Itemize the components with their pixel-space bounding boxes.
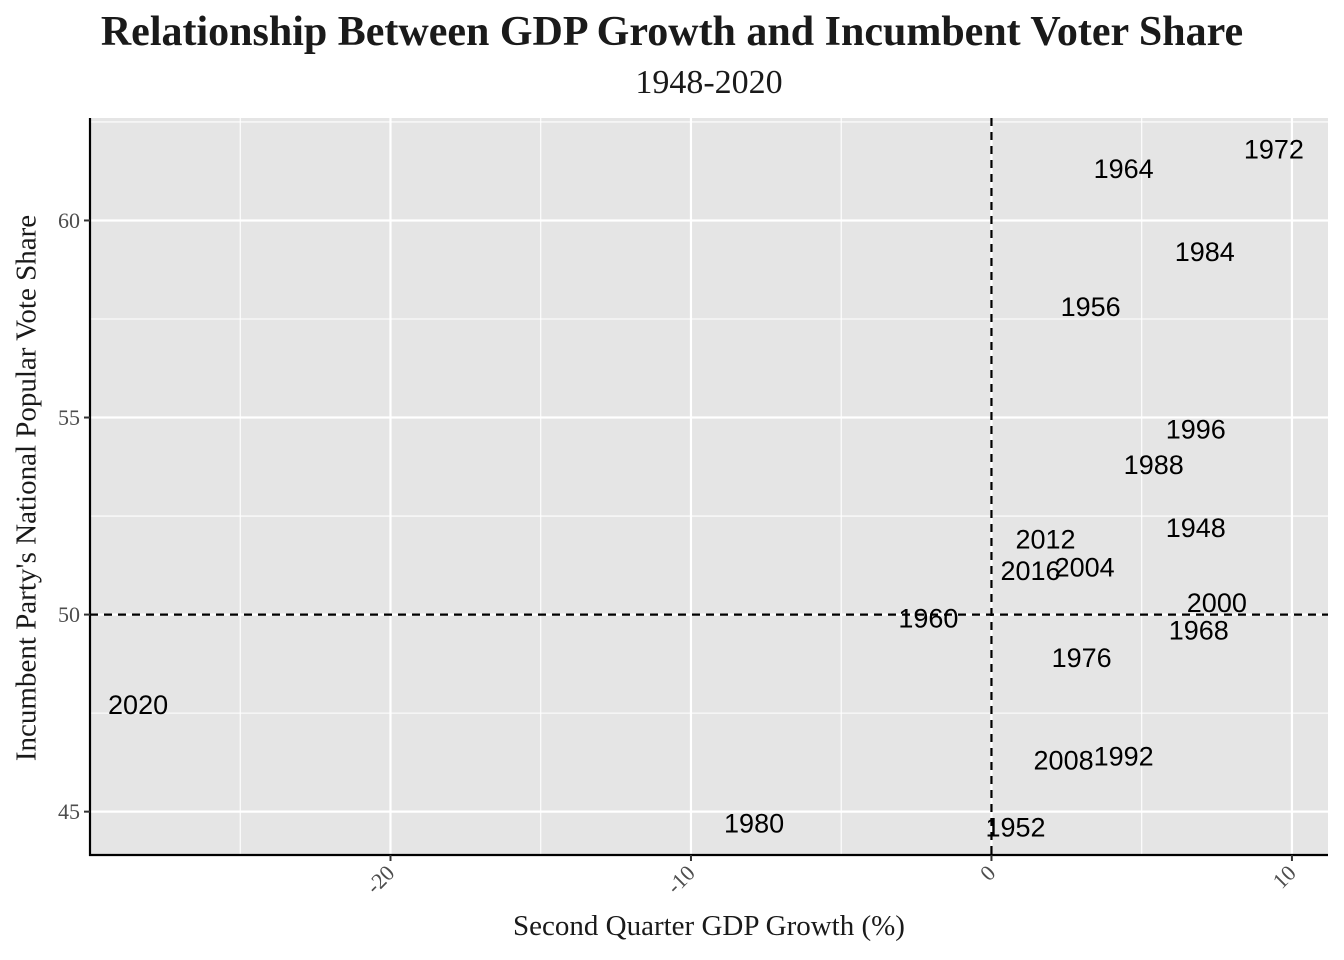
axes [88, 118, 1328, 857]
point-label-1956: 1956 [1061, 292, 1121, 322]
point-labels: 1948 1952 1956 1960 1964 1968 1972 1976 1980 1984… [108, 135, 1304, 843]
point-label-1964: 1964 [1094, 154, 1154, 184]
point-label-1992: 1992 [1094, 741, 1154, 771]
point-label-2016: 2016 [1000, 556, 1060, 586]
y-tick-label: 50 [58, 602, 80, 627]
point-label-1952: 1952 [985, 812, 1045, 842]
y-tick-label: 55 [58, 405, 80, 430]
x-tick-label: -20 [361, 860, 399, 898]
point-label-2008: 2008 [1034, 745, 1094, 775]
major-gridlines [90, 118, 1328, 855]
chart-subtitle: 1948-2020 [635, 64, 783, 101]
point-label-1972: 1972 [1244, 135, 1304, 165]
x-tick-label: 10 [1268, 860, 1301, 893]
point-label-1976: 1976 [1052, 643, 1112, 673]
x-tick-label: 0 [975, 860, 1000, 885]
point-label-2004: 2004 [1055, 552, 1115, 582]
point-label-1948: 1948 [1166, 513, 1226, 543]
plot-panel [90, 118, 1328, 855]
point-label-2000: 2000 [1187, 588, 1247, 618]
point-label-1984: 1984 [1175, 237, 1235, 267]
x-axis-label: Second Quarter GDP Growth (%) [513, 910, 905, 942]
y-tick-label: 60 [58, 208, 80, 233]
y-tick-label: 45 [58, 799, 80, 824]
point-label-2012: 2012 [1016, 525, 1076, 555]
chart-title: Relationship Between GDP Growth and Incu… [100, 9, 1244, 55]
x-tick-label: -10 [661, 860, 699, 898]
y-axis-label: Incumbent Party's National Popular Vote … [10, 214, 43, 762]
point-label-1988: 1988 [1124, 450, 1184, 480]
point-label-2020: 2020 [108, 690, 168, 720]
point-label-1996: 1996 [1166, 414, 1226, 444]
reference-lines [90, 118, 1328, 855]
minor-gridlines [90, 118, 1328, 855]
point-label-1968: 1968 [1169, 615, 1229, 645]
point-label-1980: 1980 [724, 808, 784, 838]
point-label-1960: 1960 [898, 604, 958, 634]
